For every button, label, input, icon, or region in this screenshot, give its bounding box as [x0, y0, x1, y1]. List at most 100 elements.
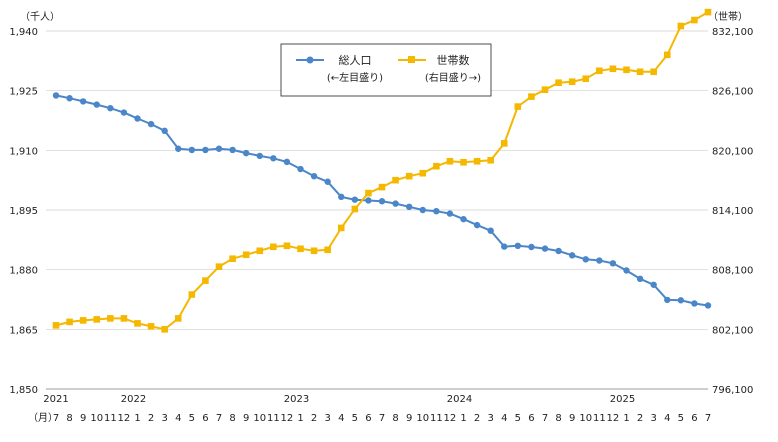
data-point-population	[107, 104, 114, 112]
data-point-population	[310, 172, 318, 180]
month-tick-label: 3	[650, 413, 656, 424]
data-point-households	[174, 315, 182, 322]
legend-label-population: 総人口	[339, 53, 372, 67]
data-point-households	[79, 317, 87, 324]
data-point-households	[52, 322, 60, 329]
month-tick-label: 3	[161, 413, 167, 424]
data-point-population	[202, 146, 209, 154]
data-point-population	[242, 149, 250, 157]
month-tick-label: 10	[90, 413, 103, 424]
data-point-population	[270, 155, 277, 162]
data-point-households	[623, 66, 630, 74]
month-tick-label: 5	[678, 413, 684, 424]
data-point-population	[52, 92, 60, 99]
legend-sublabel-households: (右目盛り→)	[425, 71, 481, 84]
data-point-households	[663, 51, 671, 59]
data-point-population	[256, 152, 263, 160]
data-point-population	[297, 165, 304, 173]
right-tick-label: 814,100	[712, 206, 753, 217]
axes: 1,850 1,865 1,880 1,895 1,910 1,925 1,940 796,1…	[9, 27, 753, 424]
year-label: 2021	[43, 394, 68, 405]
data-point-households	[419, 169, 427, 177]
month-tick-label: 1	[134, 413, 140, 424]
legend-box	[280, 43, 492, 97]
month-tick-label: 6	[365, 413, 371, 424]
month-tick-label: 10	[416, 413, 429, 424]
data-point-households	[528, 93, 535, 100]
data-point-population	[582, 256, 589, 263]
month-tick-label: 9	[80, 413, 86, 424]
data-point-population	[188, 146, 196, 154]
data-point-households	[188, 291, 196, 298]
data-point-households	[147, 323, 155, 330]
left-tick-label: 1,850	[9, 385, 38, 396]
data-point-population	[405, 203, 413, 211]
data-point-households	[582, 75, 590, 83]
data-point-households	[378, 183, 386, 191]
legend-label-households: 世帯数	[437, 54, 470, 67]
month-tick-label: 4	[501, 413, 507, 424]
month-tick-label: 12	[607, 413, 620, 424]
data-point-population	[528, 243, 535, 251]
data-point-households	[351, 205, 359, 213]
data-point-households	[568, 78, 576, 86]
month-tick-label: 11	[104, 413, 117, 424]
month-tick-label: 1	[297, 413, 303, 424]
month-axis-label: （月）	[28, 412, 58, 424]
year-label: 2022	[121, 394, 146, 405]
month-tick-label: 8	[229, 413, 235, 424]
data-point-population	[596, 257, 603, 264]
month-tick-label: 10	[253, 413, 266, 424]
data-point-population	[134, 115, 141, 122]
month-tick-label: 11	[593, 413, 606, 424]
data-point-population	[677, 297, 685, 304]
data-point-households	[541, 86, 549, 93]
data-point-population	[283, 158, 291, 166]
data-point-households	[691, 16, 698, 24]
data-point-population	[147, 120, 155, 128]
left-tick-label: 1,895	[9, 206, 38, 217]
data-point-households	[446, 157, 454, 165]
data-point-households	[283, 242, 291, 250]
month-tick-label: 5	[189, 413, 195, 424]
data-point-households	[297, 245, 304, 253]
month-tick-label: 12	[444, 413, 457, 424]
month-tick-label: 7	[379, 413, 385, 424]
month-tick-label: 2	[311, 413, 317, 424]
data-point-households	[242, 251, 250, 259]
data-point-population	[514, 242, 522, 249]
data-point-households	[405, 172, 413, 180]
data-point-households	[310, 247, 318, 255]
month-tick-label: 5	[352, 413, 358, 424]
data-point-households	[256, 247, 264, 255]
year-label: 2025	[610, 394, 635, 405]
month-tick-label: 4	[175, 413, 181, 424]
data-point-households	[270, 243, 277, 251]
data-point-population	[609, 260, 617, 267]
month-tick-label: 7	[216, 413, 222, 424]
month-tick-label: 3	[487, 413, 493, 424]
legend: 総人口 (←左目盛り) 世帯数 (右目盛り→)	[280, 43, 492, 97]
data-point-population	[473, 221, 481, 229]
data-point-population	[691, 300, 698, 307]
data-point-households	[677, 22, 685, 30]
data-point-population	[555, 247, 562, 255]
month-tick-label: 11	[430, 413, 443, 424]
month-tick-label: 10	[579, 413, 592, 424]
data-point-population	[623, 267, 630, 274]
legend-marker-population	[306, 56, 314, 64]
month-tick-label: 1	[460, 413, 466, 424]
month-tick-label: 2	[637, 413, 643, 424]
data-point-population	[324, 178, 331, 185]
right-tick-label: 808,100	[712, 266, 753, 277]
data-point-population	[501, 243, 508, 250]
right-tick-label: 826,100	[712, 87, 753, 98]
data-point-households	[66, 318, 73, 326]
month-tick-label: 1	[623, 413, 629, 424]
right-tick-label: 820,100	[712, 146, 753, 157]
data-point-population	[229, 146, 236, 154]
month-tick-label: 12	[118, 413, 131, 424]
data-point-population	[568, 252, 576, 259]
